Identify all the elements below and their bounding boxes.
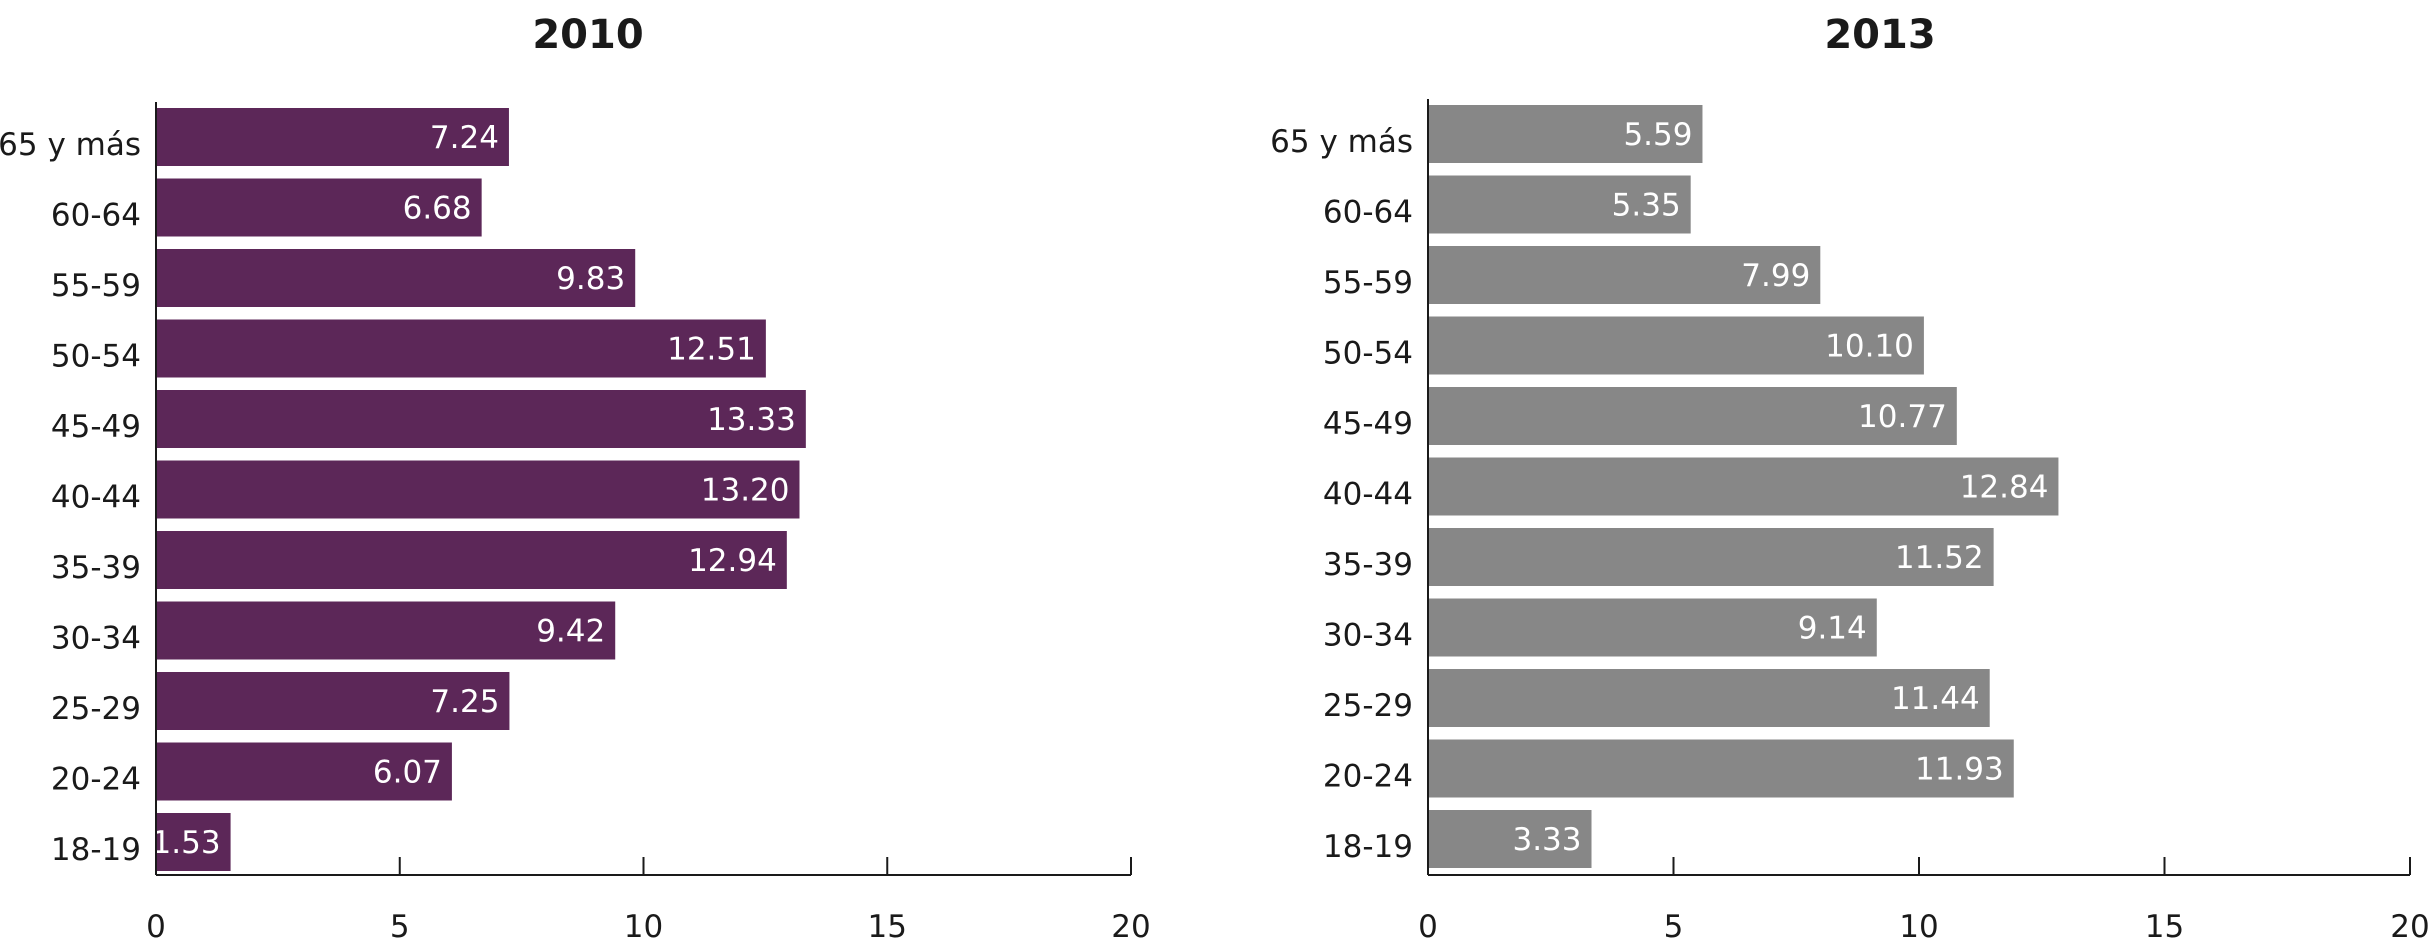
category-label: 65 y más [0, 127, 141, 163]
x-tick-label: 5 [1664, 909, 1684, 941]
category-label: 50-54 [51, 339, 141, 375]
bar-25-29 [156, 672, 510, 730]
chart-2010: 2010 1.5318-196.0720-247.2525-299.4230-3… [0, 12, 1151, 945]
bar-35-39 [156, 531, 787, 589]
bar-30-34 [156, 601, 616, 660]
category-label: 20-24 [1323, 759, 1413, 795]
bar-value-label: 7.99 [1741, 258, 1810, 294]
bar-value-label: 9.83 [556, 261, 625, 297]
bar-value-label: 11.93 [1915, 752, 2004, 788]
x-tick-label: 5 [390, 909, 410, 941]
chart-title-2013: 2013 [1824, 12, 1935, 58]
bar-value-label: 7.24 [430, 120, 499, 156]
category-label: 50-54 [1323, 336, 1413, 372]
bar-value-label: 3.33 [1512, 822, 1581, 858]
category-label: 30-34 [1323, 618, 1413, 654]
x-tick-label: 10 [1899, 909, 1938, 941]
category-label: 40-44 [51, 480, 141, 516]
bar-value-label: 7.25 [430, 684, 499, 720]
bar-50-54 [1428, 316, 1924, 375]
category-label: 45-49 [1323, 406, 1413, 442]
x-tick-label: 0 [1418, 909, 1438, 941]
category-label: 60-64 [51, 198, 141, 234]
bar-60-64 [156, 178, 482, 237]
bar-65-y-más [156, 108, 509, 166]
bar-value-label: 11.44 [1891, 681, 1980, 717]
bar-45-49 [156, 390, 806, 448]
bar-18-19 [1428, 810, 1592, 868]
bar-25-29 [1428, 669, 1990, 727]
x-tick-label: 10 [624, 909, 663, 941]
bar-value-label: 5.35 [1612, 188, 1681, 224]
x-tick-label: 20 [2390, 909, 2429, 941]
bar-value-label: 13.20 [701, 473, 790, 509]
bar-20-24 [1428, 739, 2014, 798]
bar-value-label: 12.51 [667, 332, 756, 368]
category-label: 18-19 [51, 832, 141, 868]
category-label: 55-59 [51, 268, 141, 304]
bar-value-label: 5.59 [1623, 117, 1692, 153]
bar-value-label: 10.10 [1825, 329, 1914, 365]
bar-18-19 [156, 813, 231, 871]
category-label: 65 y más [1270, 124, 1413, 160]
bar-value-label: 9.42 [536, 614, 605, 650]
x-tick-label: 15 [868, 909, 907, 941]
category-label: 35-39 [51, 550, 141, 586]
x-tick-label: 20 [1111, 909, 1150, 941]
bar-40-44 [1428, 457, 2059, 516]
chart-title-2010: 2010 [532, 12, 643, 58]
category-label: 18-19 [1323, 829, 1413, 865]
bar-35-39 [1428, 528, 1994, 586]
x-tick-label: 15 [2145, 909, 2184, 941]
bar-value-label: 11.52 [1895, 540, 1984, 576]
bar-30-34 [1428, 598, 1877, 657]
bar-value-label: 6.68 [403, 191, 472, 227]
bar-value-label: 6.07 [373, 755, 442, 791]
bar-50-54 [156, 319, 766, 378]
bar-40-44 [156, 460, 800, 519]
category-label: 25-29 [1323, 688, 1413, 724]
bar-value-label: 1.53 [152, 825, 221, 861]
bar-45-49 [1428, 387, 1957, 445]
bar-value-label: 13.33 [707, 402, 796, 438]
bar-65-y-más [1428, 105, 1703, 163]
x-tick-label: 0 [146, 909, 166, 941]
category-label: 25-29 [51, 691, 141, 727]
category-label: 60-64 [1323, 195, 1413, 231]
category-label: 30-34 [51, 621, 141, 657]
bar-55-59 [1428, 246, 1821, 304]
category-label: 45-49 [51, 409, 141, 445]
category-label: 20-24 [51, 762, 141, 798]
bar-value-label: 12.94 [688, 543, 777, 579]
chart-2013: 2013 3.33 18-19 11.93 20-24 11.44 25-29 9.14 30… [1270, 12, 2430, 945]
bar-60-64 [1428, 175, 1691, 234]
category-label: 55-59 [1323, 265, 1413, 301]
category-label: 40-44 [1323, 477, 1413, 513]
bar-20-24 [156, 742, 452, 801]
bar-value-label: 12.84 [1960, 470, 2049, 506]
bar-value-label: 10.77 [1858, 399, 1947, 435]
bar-value-label: 9.14 [1798, 611, 1867, 647]
bar-55-59 [156, 249, 636, 307]
category-label: 35-39 [1323, 547, 1413, 583]
